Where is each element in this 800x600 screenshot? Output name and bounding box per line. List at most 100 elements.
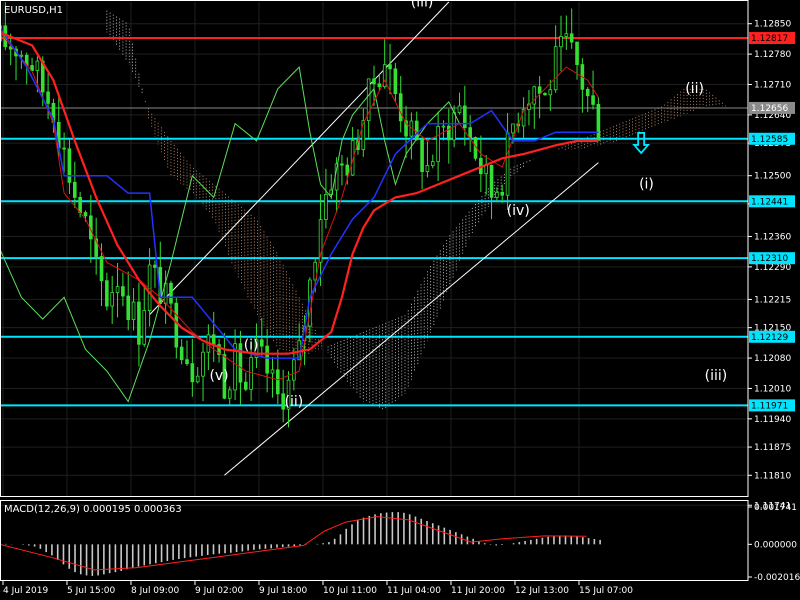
down-arrow-icon xyxy=(632,132,651,155)
candle xyxy=(292,348,296,391)
candle xyxy=(67,138,72,194)
candle xyxy=(585,86,590,113)
price-tick-label: 1.11810 xyxy=(754,471,791,481)
candle xyxy=(281,369,285,423)
candle xyxy=(463,85,467,146)
candle xyxy=(190,338,195,397)
candle xyxy=(126,271,131,331)
candle xyxy=(195,366,200,384)
candle xyxy=(521,97,526,140)
time-tick-label: 8 Jul 09:00 xyxy=(131,586,180,596)
time-axis[interactable]: 4 Jul 2019 5 Jul 15:00 8 Jul 09:00 9 Jul 02… xyxy=(2,581,633,596)
level-tag-label: 1.12441 xyxy=(751,197,788,207)
level-price-tags: 1.12817 1.12656 1.12585 1.12441 1.12310 1.121… xyxy=(749,32,795,412)
price-tick-label: 1.11875 xyxy=(754,443,791,453)
tenkan-line xyxy=(0,32,599,381)
candle xyxy=(414,111,419,141)
level-tag-label: 1.12656 xyxy=(751,104,788,114)
candle xyxy=(548,79,553,111)
wave-label: (ii) xyxy=(685,81,704,97)
candle xyxy=(318,194,323,286)
candle xyxy=(121,272,125,307)
price-tick-label: 1.12290 xyxy=(754,263,791,273)
candle xyxy=(457,92,462,115)
candle xyxy=(259,318,264,356)
price-tick-label: 1.12780 xyxy=(754,50,791,60)
candle xyxy=(179,339,184,365)
time-tick-label: 15 Jul 07:00 xyxy=(579,586,633,596)
candle xyxy=(377,74,382,92)
price-tick-label: 1.11741 xyxy=(754,501,791,511)
moving-average-line xyxy=(0,31,599,355)
price-tick-label: 1.12360 xyxy=(754,232,791,242)
candle xyxy=(393,62,398,102)
macd-signal-line xyxy=(0,516,587,571)
candle xyxy=(201,342,205,402)
candle xyxy=(537,76,542,119)
level-tag-label: 1.11971 xyxy=(751,401,788,411)
macd-panel[interactable]: MACD(12,26,9) 0.000195 0.000363 xyxy=(0,504,601,576)
candle xyxy=(30,57,34,72)
price-tick-label: 1.12215 xyxy=(754,295,791,305)
candle xyxy=(372,65,376,106)
candle xyxy=(62,132,66,173)
wave-label: (iii) xyxy=(705,368,728,384)
kijun-line xyxy=(0,27,599,359)
macd-histogram xyxy=(0,512,601,576)
level-tag-label: 1.12310 xyxy=(751,254,788,264)
price-panel[interactable]: (iii) (ii) (iv) (i) (i) (v) (ii) (iii) EURUSD,H… xyxy=(0,0,748,506)
level-tag-label: 1.12817 xyxy=(751,34,788,44)
wave-label: (i) xyxy=(244,337,259,353)
horizontal-levels xyxy=(0,37,748,407)
candle xyxy=(430,154,435,169)
candle xyxy=(543,92,547,96)
macd-tick-label: -0.002016 xyxy=(754,573,800,583)
candle xyxy=(468,115,472,153)
macd-signal-line xyxy=(0,516,587,571)
candle xyxy=(398,75,403,133)
candle xyxy=(94,217,98,275)
candle xyxy=(137,282,141,367)
candle xyxy=(222,332,227,400)
wave-label: (v) xyxy=(209,368,228,384)
candle xyxy=(243,372,248,392)
wave-label: (iii) xyxy=(411,0,434,10)
level-tag-label: 1.12129 xyxy=(751,333,788,343)
level-tag: 1.12656 xyxy=(749,101,795,114)
price-tick-label: 1.12080 xyxy=(754,354,791,364)
time-tick-label: 11 Jul 20:00 xyxy=(451,586,505,596)
candle xyxy=(131,288,136,331)
candle xyxy=(185,340,189,366)
candle xyxy=(559,15,563,72)
time-tick-label: 5 Jul 15:00 xyxy=(67,586,116,596)
wave-label: (i) xyxy=(639,177,654,193)
time-tick-label: 11 Jul 04:00 xyxy=(387,586,441,596)
candle xyxy=(532,85,537,129)
candle xyxy=(73,161,77,208)
candle xyxy=(500,184,505,203)
price-tick-label: 1.12640 xyxy=(754,111,791,121)
candle xyxy=(153,260,157,288)
candle xyxy=(446,108,451,164)
candle xyxy=(233,329,237,401)
chart-frame xyxy=(0,0,749,581)
candle xyxy=(324,168,328,229)
candle xyxy=(110,275,115,325)
candle xyxy=(564,15,569,50)
chart-symbol: EURUSD,H1 xyxy=(4,5,63,16)
macd-axis: 0.001741 0.000000 -0.002016 xyxy=(748,503,800,583)
chikou-line xyxy=(0,66,460,403)
candle xyxy=(254,323,259,369)
indicator-lines xyxy=(0,27,599,403)
candle xyxy=(270,356,275,398)
macd-tick-label: 0.001741 xyxy=(754,503,797,513)
candle xyxy=(105,272,109,311)
candle xyxy=(420,137,424,190)
candle xyxy=(35,56,40,93)
wave-label: (iv) xyxy=(507,203,530,219)
channel-line xyxy=(224,162,599,476)
candle xyxy=(350,127,355,176)
candle xyxy=(265,329,269,393)
grid xyxy=(0,2,748,506)
